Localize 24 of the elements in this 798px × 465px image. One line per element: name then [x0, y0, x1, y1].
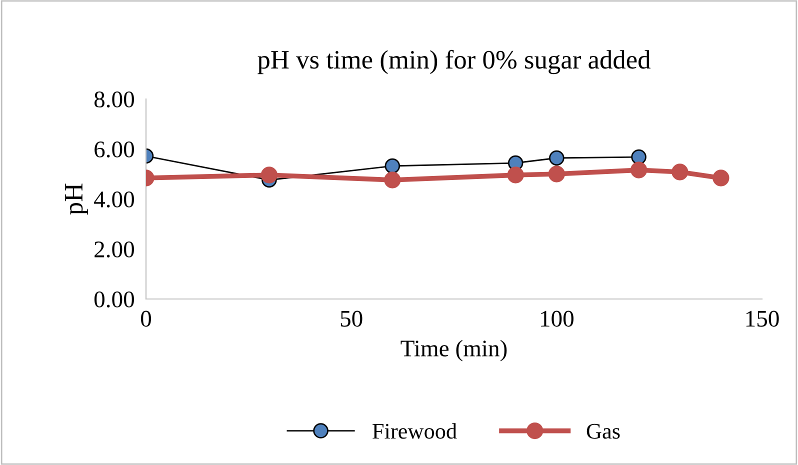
x-tick-label: 100 — [541, 310, 574, 327]
y-tick-label: 0.00 — [94, 291, 134, 308]
y-tick-label: 6.00 — [94, 141, 134, 158]
chart-title: pH vs time (min) for 0% sugar added — [258, 50, 650, 74]
point — [631, 149, 646, 165]
point — [384, 172, 401, 188]
legend-label: Firewood — [372, 423, 457, 439]
x-tick-label: 50 — [340, 310, 362, 327]
y-tick-label: 8.00 — [94, 91, 134, 108]
point — [672, 164, 688, 180]
point — [630, 162, 648, 178]
y-tick-label: 4.00 — [94, 191, 134, 208]
x-tick-label: 150 — [746, 310, 779, 327]
x-tick-label: 0 — [140, 310, 152, 327]
y-tick-label: 2.00 — [94, 241, 134, 258]
y-axis-title: pH — [65, 184, 88, 215]
point — [507, 166, 524, 184]
point — [712, 170, 730, 186]
point — [548, 166, 565, 182]
point — [549, 150, 564, 166]
legend-label: Gas — [586, 424, 620, 439]
point — [384, 158, 400, 174]
x-axis-title: Time (min) — [400, 340, 507, 362]
point — [260, 166, 278, 184]
